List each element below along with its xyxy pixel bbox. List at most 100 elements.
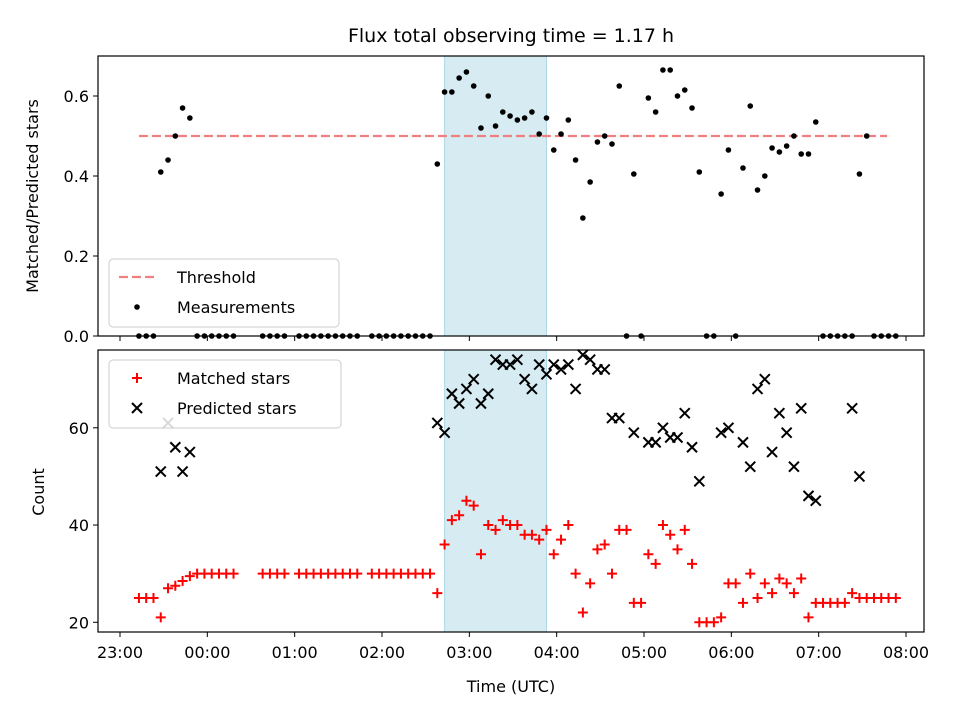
- matched-point: [759, 578, 770, 589]
- x-tick-label: 02:00: [359, 643, 405, 662]
- predicted-point: [846, 402, 858, 415]
- predicted-point: [482, 388, 494, 400]
- predicted-point: [744, 460, 756, 473]
- matched-point: [767, 588, 778, 599]
- measurement-point: [776, 149, 783, 155]
- legend-box: [108, 359, 342, 429]
- measurement-point: [609, 141, 615, 147]
- predicted-point: [679, 407, 691, 419]
- y-tick-label: 0.4: [64, 167, 89, 186]
- x-tick-label: 00:00: [184, 643, 230, 662]
- x-tick-label: 05:00: [621, 643, 667, 662]
- predicted-point: [540, 368, 553, 381]
- predicted-point: [759, 373, 771, 385]
- predicted-point: [722, 422, 735, 434]
- matched-point: [432, 588, 443, 599]
- y-tick-label: 60: [69, 419, 89, 438]
- measurement-point: [492, 123, 499, 129]
- y-tick-label: 0.0: [64, 327, 89, 346]
- legend-label: Matched stars: [177, 369, 290, 388]
- matched-point: [570, 568, 581, 579]
- measurement-point: [740, 165, 746, 171]
- measurement-point: [456, 75, 462, 81]
- measurement-point: [529, 109, 535, 115]
- matched-point: [563, 520, 574, 531]
- measurement-point: [521, 115, 528, 121]
- measurement-point: [652, 109, 659, 115]
- matched-point: [170, 580, 181, 591]
- matched-point: [687, 558, 698, 569]
- matched-point: [621, 524, 632, 535]
- matched-point: [847, 588, 858, 599]
- matched-point: [636, 597, 647, 608]
- measurement-point: [478, 125, 484, 131]
- matched-point: [155, 612, 166, 623]
- measurement-point: [179, 105, 186, 111]
- predicted-point: [584, 354, 596, 366]
- matched-point: [679, 524, 690, 535]
- measurement-point: [558, 131, 564, 137]
- x-tick-label: 04:00: [534, 643, 580, 662]
- x-tick-label: 03:00: [446, 643, 492, 662]
- matched-point: [643, 549, 654, 560]
- bottom-legend: Matched stars Predicted stars: [108, 359, 342, 429]
- axes-frame-1: [97, 55, 925, 337]
- matched-point: [534, 534, 545, 545]
- predicted-point: [671, 431, 684, 444]
- predicted-point: [169, 441, 182, 453]
- matched-point: [737, 597, 748, 608]
- matched-point: [556, 534, 567, 545]
- measurement-point: [791, 133, 797, 139]
- matched-point: [577, 607, 588, 618]
- predicted-point: [628, 426, 640, 439]
- measurement-point: [762, 173, 768, 179]
- measurement-point: [587, 179, 593, 185]
- measurement-point: [667, 67, 673, 73]
- matched-point: [548, 549, 559, 560]
- measurement-point: [863, 133, 870, 139]
- predicted-point: [693, 475, 706, 487]
- matched-point: [512, 520, 523, 531]
- predicted-point: [431, 417, 444, 429]
- measurement-point: [674, 93, 681, 99]
- predicted-point: [438, 426, 451, 439]
- predicted-point: [773, 407, 786, 419]
- matched-point: [745, 568, 756, 579]
- predicted-point: [460, 383, 473, 395]
- predicted-point: [489, 354, 502, 366]
- y-tick-label: 20: [69, 613, 89, 632]
- matched-point: [752, 592, 763, 603]
- matched-point: [468, 500, 479, 511]
- measurement-point: [798, 151, 804, 157]
- matched-point: [541, 524, 552, 535]
- measurement-point: [172, 133, 179, 139]
- predicted-point: [686, 441, 698, 453]
- legend-matched-swatch: [132, 373, 142, 383]
- measurement-point: [601, 133, 608, 139]
- matched-point: [163, 583, 174, 594]
- measurement-point: [696, 169, 703, 175]
- predicted-point: [155, 465, 167, 478]
- matched-point: [526, 529, 537, 540]
- series-measurements: [136, 67, 899, 339]
- y-tick-label: 40: [69, 516, 89, 535]
- matched-point: [483, 520, 494, 531]
- matched-point: [788, 588, 799, 599]
- top-panel: [136, 67, 899, 339]
- measurement-point: [449, 89, 455, 95]
- chart-title: Flux total observing time = 1.17 h: [348, 25, 674, 47]
- matched-point: [657, 520, 668, 531]
- measurement-point: [441, 89, 448, 95]
- matched-point: [606, 568, 617, 579]
- predicted-point: [511, 354, 524, 366]
- matched-point: [177, 575, 188, 586]
- measurement-point: [572, 157, 579, 163]
- measurement-point: [747, 103, 754, 109]
- predicted-point: [475, 397, 487, 410]
- matched-point: [839, 597, 850, 608]
- predicted-point: [802, 490, 815, 502]
- measurement-point: [500, 109, 506, 115]
- matched-point: [716, 612, 727, 623]
- measurement-point: [463, 69, 470, 75]
- measurement-point: [594, 139, 601, 145]
